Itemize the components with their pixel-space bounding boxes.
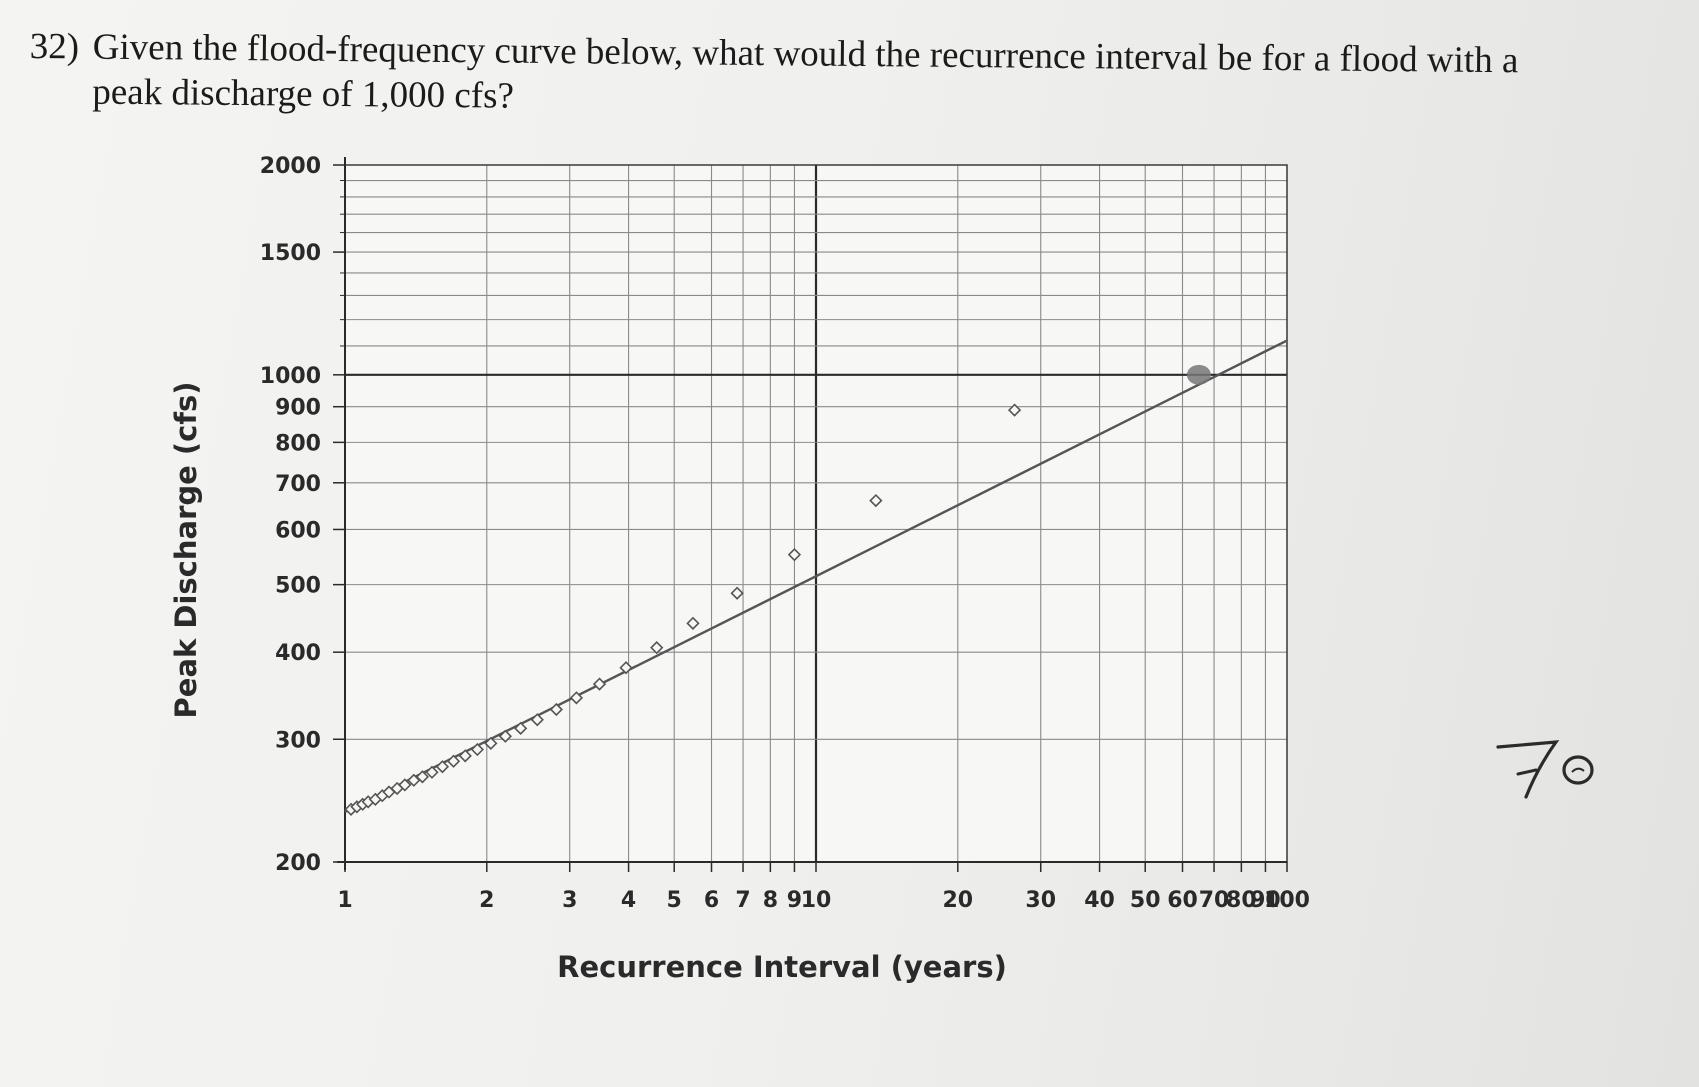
data-point: [498, 729, 512, 743]
y-tick-label: 400: [275, 641, 321, 666]
data-point: [650, 641, 664, 655]
x-tick-label: 8: [763, 888, 778, 913]
y-tick-labels: 200 300 400 500 600 700 800 900 1000 1500 2000: [260, 154, 345, 876]
data-point: [458, 749, 472, 763]
x-tick-label: 40: [1084, 888, 1115, 913]
x-tick-label: 80: [1226, 888, 1257, 913]
x-tick-label: 50: [1130, 888, 1161, 913]
x-tick-label: 70: [1199, 888, 1230, 913]
y-tick-label: 600: [275, 518, 321, 543]
y-tick-label: 500: [275, 574, 321, 599]
data-point: [619, 661, 633, 675]
x-tick-label: 4: [621, 888, 636, 913]
x-tick-label: 5: [667, 888, 682, 913]
data-point: [549, 702, 563, 717]
series: [344, 339, 1288, 816]
x-tick-label: 100: [1264, 888, 1310, 913]
data-point: [686, 616, 700, 630]
x-tick-label: 1: [337, 888, 352, 913]
y-axis-title: Peak Discharge (cfs): [169, 382, 203, 719]
x-tick-label: 90: [1250, 888, 1281, 913]
x-tick-label: 9: [787, 888, 802, 913]
data-point: [569, 691, 584, 705]
y-tick-label: 700: [275, 472, 321, 497]
y-tick-label: 1000: [260, 364, 321, 389]
data-point: [592, 677, 607, 691]
x-tick-label: 3: [562, 888, 577, 913]
y-tick-label: 2000: [260, 154, 321, 179]
x-axis-title: Recurrence Interval (years): [557, 950, 1007, 984]
data-point: [514, 721, 528, 735]
data-point: [484, 736, 498, 750]
data-point: [398, 778, 412, 792]
grid: [344, 164, 1288, 863]
data-point: [1007, 403, 1022, 417]
y-tick-label: 800: [275, 431, 321, 456]
data-point: [730, 586, 744, 600]
handwritten-answer: 70: [1496, 740, 1594, 799]
data-point: [530, 713, 544, 727]
highlight-point: [1186, 364, 1211, 385]
y-tick-label: 200: [275, 851, 321, 876]
data-point: [425, 765, 439, 779]
data-point: [446, 754, 461, 768]
x-tick-label: 7: [735, 888, 750, 913]
data-point: [869, 493, 883, 508]
y-tick-label: 300: [275, 728, 321, 753]
data-point: [470, 742, 484, 757]
y-tick-label: 900: [275, 396, 321, 421]
x-tick-label: 10: [801, 888, 832, 913]
x-tick-label: 20: [942, 888, 973, 913]
x-tick-label: 2: [479, 888, 494, 913]
y-tick-label: 1500: [260, 241, 321, 266]
data-point: [415, 770, 430, 784]
x-tick-label: 6: [704, 888, 719, 913]
data-point: [787, 548, 802, 562]
data-point: [435, 760, 450, 774]
x-tick-label: 60: [1167, 888, 1198, 913]
x-tick-label: 30: [1025, 888, 1056, 913]
